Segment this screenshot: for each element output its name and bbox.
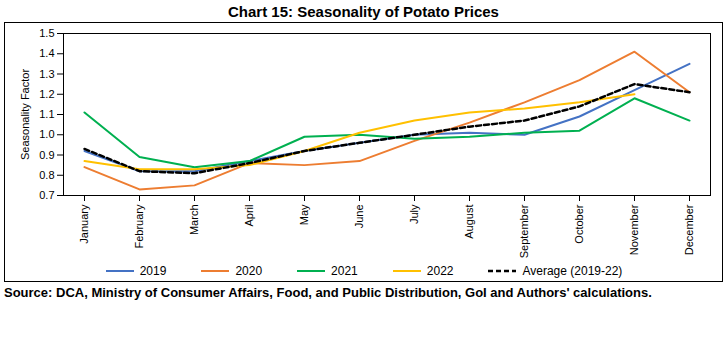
- svg-text:September: September: [518, 204, 530, 258]
- svg-text:December: December: [683, 204, 695, 255]
- svg-text:1.2: 1.2: [39, 88, 54, 100]
- svg-text:March: March: [188, 205, 200, 236]
- svg-text:0.8: 0.8: [39, 169, 54, 181]
- svg-text:November: November: [628, 204, 640, 255]
- svg-text:1.5: 1.5: [39, 27, 54, 39]
- svg-text:1.1: 1.1: [39, 108, 54, 120]
- html-text:2020: 2020: [235, 264, 263, 278]
- svg-text:May: May: [298, 204, 310, 225]
- html-text:2019: 2019: [139, 264, 167, 278]
- svg-text:1.3: 1.3: [39, 68, 54, 80]
- svg-text:August: August: [463, 205, 475, 239]
- html-text:Source: DCA, Ministry of Consu: Source: DCA, Ministry of Consumer Affair…: [4, 285, 652, 300]
- svg-text:January: January: [78, 204, 90, 244]
- html-text:2022: 2022: [426, 264, 454, 278]
- svg-text:July: July: [408, 204, 420, 224]
- svg-text:June: June: [353, 205, 365, 229]
- svg-text:1.4: 1.4: [39, 47, 54, 59]
- html-text:2021: 2021: [331, 264, 358, 278]
- svg-text:April: April: [243, 205, 255, 227]
- html-text:Average (2019-22): Average (2019-22): [522, 264, 623, 278]
- svg-text:0.9: 0.9: [39, 149, 54, 161]
- svg-text:0.7: 0.7: [39, 189, 54, 201]
- svg-text:1.0: 1.0: [39, 128, 54, 140]
- svg-text:February: February: [133, 204, 145, 249]
- svg-text:October: October: [573, 204, 585, 243]
- svg-text:Seasonality Factor: Seasonality Factor: [19, 69, 31, 160]
- html-text:Chart 15: Seasonality of Potat: Chart 15: Seasonality of Potato Prices: [228, 3, 499, 20]
